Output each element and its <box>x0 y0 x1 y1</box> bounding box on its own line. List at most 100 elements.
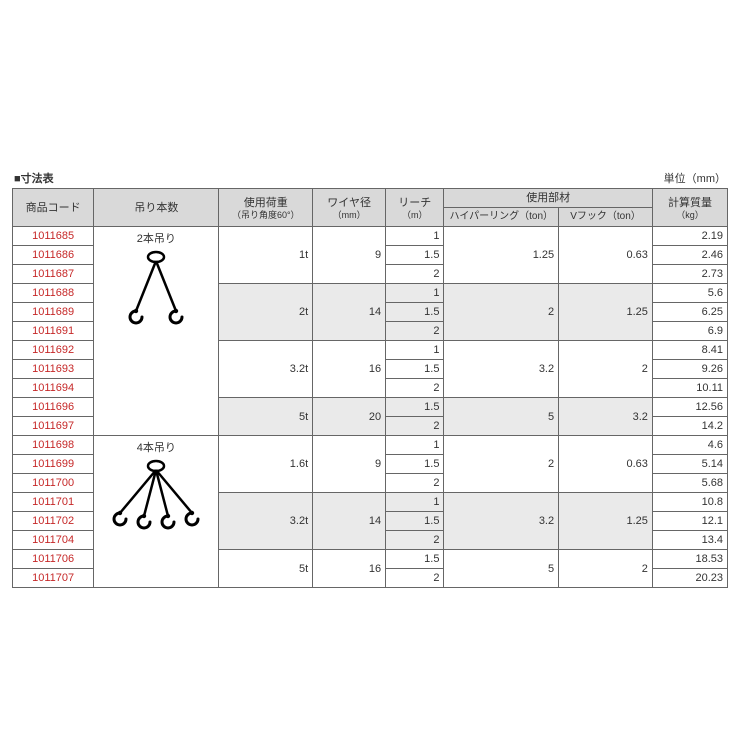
reach-cell: 1.5 <box>386 398 444 417</box>
reach-cell: 1.5 <box>386 246 444 265</box>
product-code: 1011688 <box>13 284 94 303</box>
table-title: ■寸法表 <box>14 170 54 186</box>
hook-cell: 1.25 <box>559 284 653 341</box>
reach-cell: 2 <box>386 417 444 436</box>
hook-cell: 2 <box>559 550 653 588</box>
weight-cell: 6.25 <box>652 303 727 322</box>
two-leg-sling-icon <box>121 249 191 339</box>
reach-cell: 2 <box>386 531 444 550</box>
load-cell: 1t <box>219 227 313 284</box>
wire-cell: 20 <box>313 398 386 436</box>
weight-cell: 20.23 <box>652 569 727 588</box>
reach-cell: 1 <box>386 227 444 246</box>
hang-label: 2本吊り <box>137 233 176 245</box>
load-cell: 5t <box>219 550 313 588</box>
table-body: 10116852本吊り1t911.250.632.1910116861.52.4… <box>13 227 728 588</box>
product-code: 1011696 <box>13 398 94 417</box>
reach-cell: 2 <box>386 265 444 284</box>
load-cell: 5t <box>219 398 313 436</box>
col-hang: 吊り本数 <box>94 189 219 227</box>
load-cell: 2t <box>219 284 313 341</box>
product-code: 1011685 <box>13 227 94 246</box>
product-code: 1011706 <box>13 550 94 569</box>
product-code: 1011692 <box>13 341 94 360</box>
reach-cell: 2 <box>386 379 444 398</box>
load-cell: 3.2t <box>219 493 313 550</box>
load-cell: 1.6t <box>219 436 313 493</box>
ring-cell: 1.25 <box>444 227 559 284</box>
weight-cell: 5.6 <box>652 284 727 303</box>
ring-cell: 2 <box>444 284 559 341</box>
ring-cell: 5 <box>444 398 559 436</box>
wire-cell: 9 <box>313 436 386 493</box>
reach-cell: 1.5 <box>386 512 444 531</box>
hook-cell: 0.63 <box>559 436 653 493</box>
table-head: 商品コード 吊り本数 使用荷重 （吊り角度60°） ワイヤ径 （mm） リーチ … <box>13 189 728 227</box>
reach-cell: 2 <box>386 569 444 588</box>
reach-cell: 1.5 <box>386 360 444 379</box>
title-row: ■寸法表 単位（mm） <box>12 170 728 186</box>
product-code: 1011702 <box>13 512 94 531</box>
reach-cell: 1 <box>386 493 444 512</box>
reach-cell: 1.5 <box>386 455 444 474</box>
weight-cell: 10.8 <box>652 493 727 512</box>
reach-cell: 1.5 <box>386 550 444 569</box>
weight-cell: 2.73 <box>652 265 727 284</box>
col-ring: ハイパーリング（ton） <box>444 208 559 227</box>
weight-cell: 5.14 <box>652 455 727 474</box>
wire-cell: 16 <box>313 550 386 588</box>
product-code: 1011697 <box>13 417 94 436</box>
weight-cell: 8.41 <box>652 341 727 360</box>
weight-cell: 14.2 <box>652 417 727 436</box>
weight-cell: 18.53 <box>652 550 727 569</box>
product-code: 1011691 <box>13 322 94 341</box>
weight-cell: 10.11 <box>652 379 727 398</box>
weight-cell: 12.1 <box>652 512 727 531</box>
weight-cell: 5.68 <box>652 474 727 493</box>
weight-cell: 2.19 <box>652 227 727 246</box>
four-leg-sling-icon <box>108 458 204 544</box>
ring-cell: 5 <box>444 550 559 588</box>
col-wire: ワイヤ径 （mm） <box>313 189 386 227</box>
product-code: 1011699 <box>13 455 94 474</box>
ring-cell: 2 <box>444 436 559 493</box>
col-hook: Vフック（ton） <box>559 208 653 227</box>
col-parts: 使用部材 <box>444 189 652 208</box>
product-code: 1011687 <box>13 265 94 284</box>
ring-cell: 3.2 <box>444 493 559 550</box>
product-code: 1011707 <box>13 569 94 588</box>
spec-table: 商品コード 吊り本数 使用荷重 （吊り角度60°） ワイヤ径 （mm） リーチ … <box>12 188 728 588</box>
wire-cell: 14 <box>313 493 386 550</box>
ring-cell: 3.2 <box>444 341 559 398</box>
product-code: 1011694 <box>13 379 94 398</box>
hang-label: 4本吊り <box>137 442 176 454</box>
unit-label: 単位（mm） <box>664 170 726 186</box>
wire-cell: 9 <box>313 227 386 284</box>
reach-cell: 2 <box>386 322 444 341</box>
reach-cell: 1 <box>386 284 444 303</box>
product-code: 1011693 <box>13 360 94 379</box>
reach-cell: 1 <box>386 341 444 360</box>
page: ■寸法表 単位（mm） 商品コード 吊り本数 使用荷重 （吊り角度60°） ワイ… <box>0 0 740 588</box>
hook-cell: 0.63 <box>559 227 653 284</box>
hook-cell: 1.25 <box>559 493 653 550</box>
col-weight: 計算質量 （kg） <box>652 189 727 227</box>
col-load: 使用荷重 （吊り角度60°） <box>219 189 313 227</box>
wire-cell: 16 <box>313 341 386 398</box>
wire-cell: 14 <box>313 284 386 341</box>
hook-cell: 3.2 <box>559 398 653 436</box>
hang-cell: 2本吊り <box>94 227 219 436</box>
weight-cell: 13.4 <box>652 531 727 550</box>
col-reach: リーチ （m） <box>386 189 444 227</box>
reach-cell: 1.5 <box>386 303 444 322</box>
weight-cell: 4.6 <box>652 436 727 455</box>
load-cell: 3.2t <box>219 341 313 398</box>
product-code: 1011701 <box>13 493 94 512</box>
weight-cell: 2.46 <box>652 246 727 265</box>
product-code: 1011700 <box>13 474 94 493</box>
weight-cell: 9.26 <box>652 360 727 379</box>
reach-cell: 1 <box>386 436 444 455</box>
reach-cell: 2 <box>386 474 444 493</box>
product-code: 1011698 <box>13 436 94 455</box>
weight-cell: 12.56 <box>652 398 727 417</box>
